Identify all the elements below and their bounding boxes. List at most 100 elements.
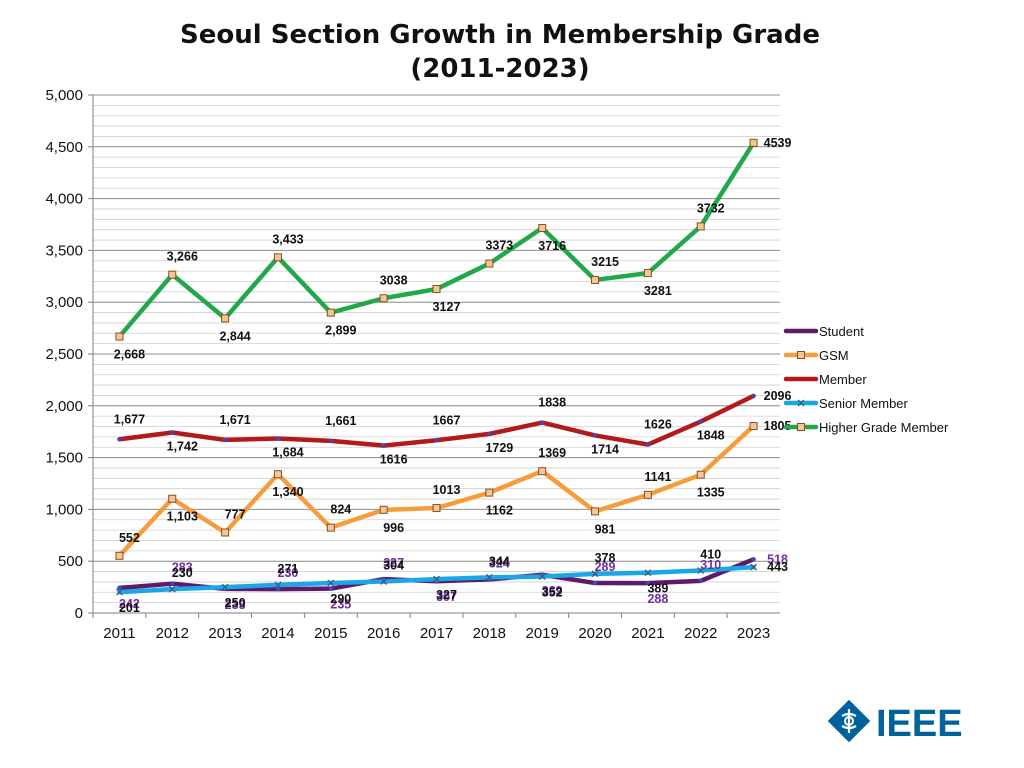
data-label: 3127	[433, 300, 461, 314]
ieee-logo: IEEE	[828, 700, 963, 745]
data-point-marker	[538, 467, 547, 476]
data-label: 3732	[697, 201, 725, 215]
data-label: 3038	[380, 273, 408, 287]
data-label: 369	[542, 584, 563, 598]
data-point-marker	[326, 308, 335, 317]
data-label: 344	[489, 554, 510, 568]
data-label: 1,742	[167, 440, 198, 454]
data-point-marker	[168, 585, 176, 593]
y-tick-label: 4,500	[45, 139, 83, 156]
data-point-marker	[328, 586, 333, 591]
data-label: 3716	[538, 239, 566, 253]
data-label: 518	[767, 552, 788, 566]
x-tick-label: 2011	[103, 625, 135, 642]
data-label: 3,433	[272, 232, 303, 246]
x-tick-label: 2018	[473, 625, 506, 642]
data-label: 327	[383, 556, 404, 570]
data-point-marker	[487, 431, 492, 436]
data-point-marker	[433, 575, 440, 583]
data-point-marker	[645, 442, 650, 447]
data-point-marker	[221, 314, 230, 323]
data-point-marker	[434, 438, 439, 443]
data-label: 310	[700, 558, 721, 572]
data-label: 307	[436, 590, 457, 604]
data-label: 201	[119, 601, 140, 615]
data-point-marker	[749, 138, 758, 147]
data-label: 4539	[764, 136, 792, 150]
data-label: 230	[278, 566, 299, 580]
x-tick-label: 2023	[737, 625, 770, 642]
data-label: 271	[278, 562, 299, 576]
data-label: 2,844	[219, 329, 250, 343]
chart-title: Seoul Section Growth in Membership Grade…	[0, 18, 1000, 86]
y-tick-label: 1,000	[45, 501, 83, 518]
data-label: 304	[383, 559, 404, 573]
y-tick-label: 2,000	[45, 398, 83, 415]
data-point-marker	[275, 587, 280, 592]
data-label: 1,671	[219, 413, 250, 427]
data-point-marker	[591, 507, 600, 516]
data-label: 250	[225, 596, 246, 610]
legend-entry-label: GSM	[819, 348, 849, 363]
legend-entry-label: Higher Grade Member	[819, 420, 949, 435]
axes: 0 500 1,000 1,500 2,000 2,500 3,000 3,500 4,000 4…	[45, 87, 780, 642]
y-tick-label: 3,000	[45, 294, 83, 311]
data-point-marker	[538, 573, 546, 580]
x-tick-label: 2020	[578, 625, 611, 642]
y-tick-label: 0	[75, 605, 83, 622]
data-point-marker	[538, 224, 547, 233]
y-tick-label: 4,000	[45, 191, 83, 208]
y-tick-label: 5,000	[45, 87, 83, 104]
y-tick-label: 500	[58, 553, 83, 570]
x-tick-label: 2021	[631, 625, 664, 642]
data-point-marker	[797, 423, 805, 431]
data-point-marker	[797, 351, 805, 359]
data-label: 1626	[644, 418, 672, 432]
data-point-marker	[593, 581, 598, 586]
data-label: 290	[330, 592, 351, 606]
data-point-marker	[644, 569, 652, 577]
data-label: 824	[330, 503, 351, 517]
data-point-marker	[797, 399, 805, 407]
data-label: 3373	[485, 239, 513, 253]
x-tick-label: 2016	[367, 625, 400, 642]
data-label: 1141	[644, 470, 671, 484]
legend: Student GSM Member Senior Member Higher Grad…	[783, 324, 949, 435]
data-point-marker	[223, 437, 228, 442]
x-tick-label: 2013	[208, 625, 241, 642]
data-label: 1013	[433, 483, 461, 497]
data-label: 1667	[433, 413, 461, 427]
data-label: 288	[647, 592, 668, 606]
data-label: 777	[225, 508, 246, 522]
data-label: 389	[647, 582, 668, 596]
data-point-marker	[485, 488, 494, 497]
data-point-marker	[380, 578, 388, 585]
data-label: 1335	[697, 486, 725, 500]
data-label: 3,266	[167, 250, 198, 264]
y-tick-label: 1,500	[45, 450, 83, 467]
data-label: 410	[700, 548, 721, 562]
x-tick-label: 2012	[156, 625, 189, 642]
data-label: 230	[172, 566, 193, 580]
data-label: 1,661	[325, 414, 356, 428]
data-label: 1729	[485, 441, 513, 455]
series-lines	[115, 138, 758, 596]
data-label: 1838	[538, 396, 566, 410]
data-point-marker	[115, 588, 123, 596]
data-point-marker	[170, 430, 175, 435]
data-label: 1714	[591, 442, 619, 456]
data-point-marker	[273, 253, 282, 262]
data-label: 996	[383, 521, 404, 535]
data-label: 289	[595, 560, 616, 574]
data-point-marker	[326, 523, 335, 532]
data-point-marker	[751, 557, 756, 562]
data-label: 378	[595, 551, 616, 565]
data-point-marker	[751, 393, 756, 398]
data-label: 352	[542, 586, 563, 600]
data-point-marker	[170, 581, 175, 586]
data-label: 2096	[764, 389, 792, 403]
data-point-marker	[696, 222, 705, 231]
data-label: 1805	[764, 419, 792, 433]
